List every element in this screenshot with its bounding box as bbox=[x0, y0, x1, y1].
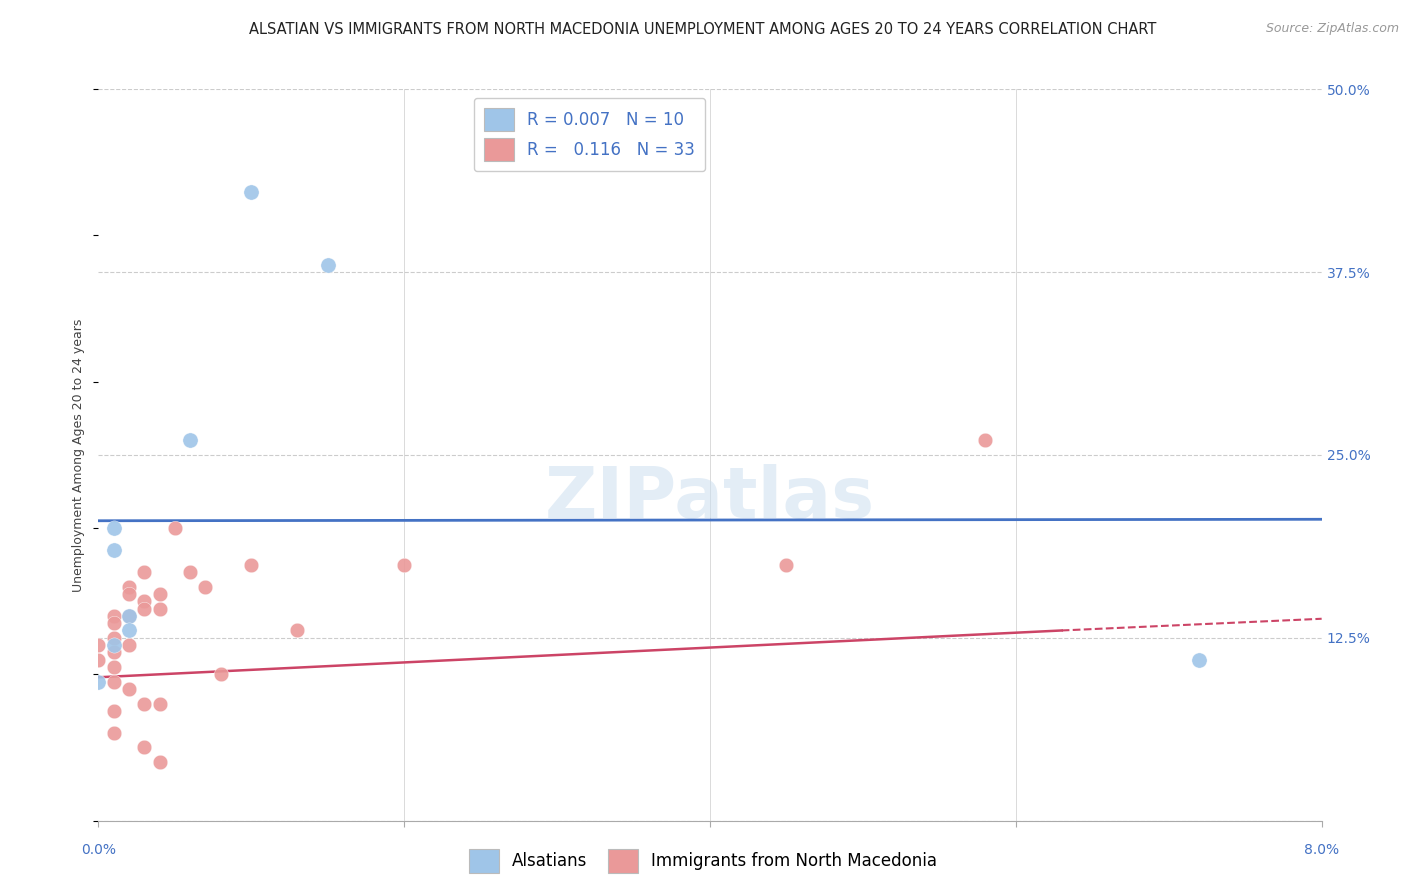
Point bbox=[163, 521, 186, 535]
Point bbox=[974, 434, 997, 448]
Point bbox=[285, 624, 308, 638]
Point bbox=[179, 434, 201, 448]
Point bbox=[103, 543, 125, 558]
Point bbox=[118, 608, 141, 623]
Text: ZIPatlas: ZIPatlas bbox=[546, 465, 875, 533]
Point bbox=[240, 185, 263, 199]
Point bbox=[149, 755, 172, 769]
Point bbox=[149, 601, 172, 615]
Point bbox=[103, 608, 125, 623]
Point bbox=[87, 674, 110, 689]
Point bbox=[103, 631, 125, 645]
Point bbox=[103, 645, 125, 659]
Point bbox=[194, 580, 217, 594]
Y-axis label: Unemployment Among Ages 20 to 24 years: Unemployment Among Ages 20 to 24 years bbox=[72, 318, 86, 591]
Point bbox=[118, 681, 141, 696]
Point bbox=[103, 704, 125, 718]
Point bbox=[179, 565, 201, 579]
Legend: Alsatians, Immigrants from North Macedonia: Alsatians, Immigrants from North Macedon… bbox=[463, 842, 943, 880]
Point bbox=[240, 558, 263, 572]
Text: 0.0%: 0.0% bbox=[82, 843, 115, 857]
Point bbox=[118, 580, 141, 594]
Point bbox=[316, 258, 339, 272]
Point bbox=[103, 616, 125, 631]
Point bbox=[775, 558, 797, 572]
Point bbox=[118, 624, 141, 638]
Point bbox=[134, 601, 156, 615]
Point bbox=[118, 638, 141, 652]
Point bbox=[134, 697, 156, 711]
Point bbox=[103, 638, 125, 652]
Point bbox=[392, 558, 416, 572]
Point bbox=[149, 697, 172, 711]
Text: Source: ZipAtlas.com: Source: ZipAtlas.com bbox=[1265, 22, 1399, 36]
Point bbox=[134, 565, 156, 579]
Point bbox=[149, 587, 172, 601]
Text: ALSATIAN VS IMMIGRANTS FROM NORTH MACEDONIA UNEMPLOYMENT AMONG AGES 20 TO 24 YEA: ALSATIAN VS IMMIGRANTS FROM NORTH MACEDO… bbox=[249, 22, 1157, 37]
Point bbox=[103, 521, 125, 535]
Point bbox=[209, 667, 232, 681]
Point bbox=[103, 726, 125, 740]
Point bbox=[87, 638, 110, 652]
Point bbox=[1188, 653, 1211, 667]
Point bbox=[134, 594, 156, 608]
Point bbox=[103, 660, 125, 674]
Point bbox=[103, 674, 125, 689]
Point bbox=[118, 587, 141, 601]
Point bbox=[134, 740, 156, 755]
Point bbox=[87, 653, 110, 667]
Legend: R = 0.007   N = 10, R =   0.116   N = 33: R = 0.007 N = 10, R = 0.116 N = 33 bbox=[474, 97, 704, 171]
Text: 8.0%: 8.0% bbox=[1305, 843, 1339, 857]
Point bbox=[118, 608, 141, 623]
